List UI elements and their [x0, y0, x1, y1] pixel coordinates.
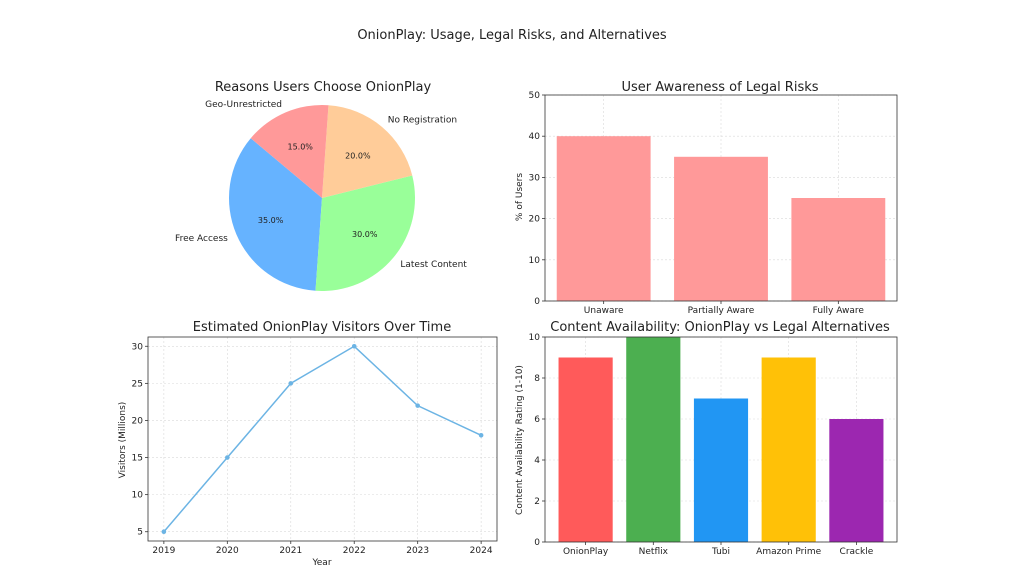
content-xtick-label: Amazon Prime [756, 547, 821, 557]
content-bar-crackle [829, 419, 884, 542]
content-bar-tubi [693, 398, 749, 542]
visitors-x-axis-label: Year [311, 558, 331, 568]
visitors-data-point [225, 455, 230, 460]
awareness-xtick-label: Partially Aware [688, 306, 755, 316]
content-xtick-label: OnionPlay [563, 547, 609, 557]
awareness-ytick-label: 0 [534, 297, 540, 307]
awareness-chart-title: User Awareness of Legal Risks [621, 80, 818, 95]
awareness-bar-chart: User Awareness of Legal Risks % of Users… [515, 80, 898, 316]
awareness-bar-fully-aware [791, 198, 886, 301]
content-ytick-label: 8 [534, 374, 540, 384]
visitors-line-chart: Estimated OnionPlay Visitors Over Time Y… [118, 320, 498, 568]
visitors-ytick-label: 25 [132, 379, 143, 389]
pie-category-label: Latest Content [400, 260, 467, 270]
pie-slice-geo-unrestricted [250, 104, 329, 198]
content-ytick-label: 10 [529, 333, 541, 343]
content-ytick-label: 2 [534, 497, 540, 507]
visitors-ytick-label: 30 [132, 342, 144, 352]
pie-chart-title: Reasons Users Choose OnionPlay [215, 80, 432, 95]
visitors-chart-title: Estimated OnionPlay Visitors Over Time [193, 320, 451, 335]
content-bar-amazon-prime [761, 357, 816, 542]
pie-slice-latest-content [315, 175, 415, 291]
visitors-xtick-label: 2020 [216, 546, 239, 556]
visitors-axes-frame [147, 336, 498, 542]
awareness-plot-area: 0 10 20 30 40 50 Unaware Partially Aware Fully A… [529, 91, 898, 316]
visitors-data-point [478, 432, 484, 438]
visitors-ytick-label: 10 [132, 491, 144, 501]
content-ytick-label: 0 [534, 538, 540, 548]
visitors-xtick-label: 2024 [470, 546, 493, 556]
visitors-series-line [163, 345, 482, 533]
content-bar-netflix [626, 337, 681, 542]
awareness-ytick-label: 50 [529, 91, 541, 101]
pie-percent-label: 35.0% [258, 216, 284, 225]
visitors-plot-area: 2019 2020 2021 2022 2023 2024 5 10 15 20 25 30 [132, 336, 498, 556]
pie-percent-label: 15.0% [287, 143, 313, 152]
content-chart-title: Content Availability: OnionPlay vs Legal… [550, 320, 890, 335]
awareness-xtick-label: Fully Aware [813, 306, 865, 316]
pie-category-label: No Registration [388, 116, 457, 126]
visitors-data-point [415, 403, 420, 408]
visitors-xtick-label: 2023 [406, 546, 429, 556]
awareness-bar-partially-aware [674, 156, 768, 301]
pie-slice-no-registration [322, 105, 413, 198]
awareness-ytick-label: 20 [529, 215, 541, 225]
content-xtick-label: Tubi [711, 547, 730, 557]
content-plot-area: 0 2 4 6 8 10 OnionPlay Netflix Tubi Amazon Prime C… [529, 333, 898, 557]
pie-slice-free-access [228, 138, 322, 291]
pie-category-label: Free Access [175, 234, 228, 244]
awareness-bar-unaware [556, 136, 651, 301]
figure-title: OnionPlay: Usage, Legal Risks, and Alter… [357, 28, 667, 43]
awareness-axes-frame [544, 94, 898, 302]
content-y-axis-label: Content Availability Rating (1-10) [515, 365, 525, 515]
visitors-data-point [161, 529, 167, 535]
visitors-data-point [351, 343, 357, 349]
visitors-xtick-label: 2019 [152, 546, 175, 556]
pie-chart: Reasons Users Choose OnionPlay 35.0% Free… [175, 80, 467, 291]
pie-category-label: Geo-Unrestricted [205, 100, 282, 110]
awareness-ytick-label: 40 [529, 132, 541, 142]
awareness-ytick-label: 30 [529, 173, 541, 183]
content-ytick-label: 6 [534, 415, 540, 425]
awareness-xtick-label: Unaware [584, 306, 624, 316]
pie-percent-label: 30.0% [352, 230, 378, 239]
visitors-ytick-label: 20 [132, 416, 144, 426]
visitors-data-point [288, 381, 294, 386]
pie-slices: 35.0% Free Access 30.0% Latest Content 20.0%… [175, 100, 467, 291]
visitors-xtick-label: 2022 [343, 546, 366, 556]
awareness-ytick-label: 10 [529, 256, 541, 266]
awareness-y-axis-label: % of Users [515, 173, 525, 221]
content-xtick-label: Netflix [639, 547, 669, 557]
visitors-xtick-label: 2021 [279, 546, 302, 556]
content-availability-bar-chart: Content Availability: OnionPlay vs Legal… [515, 320, 898, 557]
content-axes-frame [544, 336, 898, 543]
visitors-y-axis-label: Visitors (Millions) [118, 402, 128, 479]
visitors-ytick-label: 15 [132, 454, 143, 464]
content-xtick-label: Crackle [840, 547, 874, 557]
visitors-ytick-label: 5 [137, 528, 143, 538]
content-bar-onionplay [558, 357, 613, 542]
content-ytick-label: 4 [534, 456, 540, 466]
pie-percent-label: 20.0% [345, 151, 371, 160]
